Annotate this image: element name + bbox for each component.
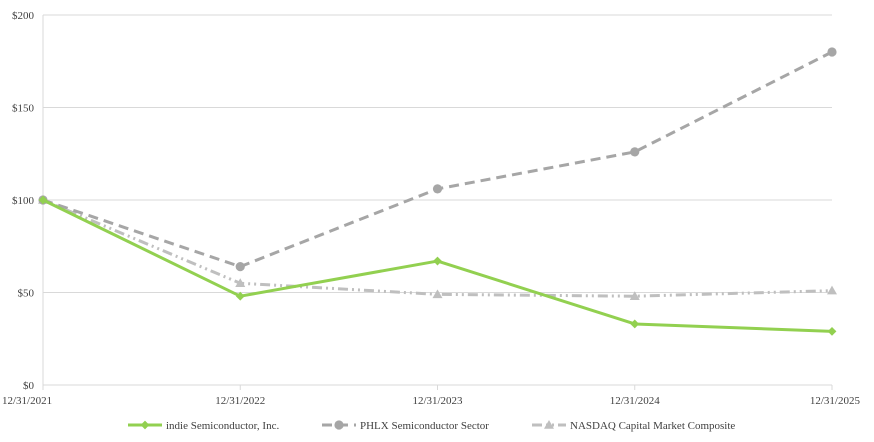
y-axis-tick-labels: $0 $50 $100 $150 $200 — [12, 10, 35, 392]
y-tick-label: $100 — [12, 195, 35, 207]
x-axis-tick-labels: 12/31/2021 12/31/2022 12/31/2023 12/31/2024… — [2, 395, 860, 407]
legend-item: NASDAQ Capital Market Composite — [532, 420, 735, 432]
data-point — [630, 319, 640, 329]
legend-label: indie Semiconductor, Inc. — [166, 420, 279, 432]
data-point — [235, 291, 245, 301]
data-point — [432, 289, 443, 299]
gridlines — [42, 14, 833, 390]
series-line — [42, 198, 833, 333]
data-point — [235, 262, 245, 272]
y-tick-label: $200 — [12, 10, 35, 22]
y-tick-label: $150 — [12, 103, 35, 115]
x-tick-label: 12/31/2021 — [2, 395, 52, 407]
data-point — [38, 195, 48, 205]
series-2 — [38, 195, 837, 300]
x-tick-label: 12/31/2025 — [810, 395, 861, 407]
data-point — [630, 147, 640, 157]
series-line — [42, 50, 833, 269]
legend-label: PHLX Semiconductor Sector — [360, 420, 489, 432]
data-point — [433, 256, 442, 266]
legend-item: indie Semiconductor, Inc. — [128, 420, 279, 432]
data-point — [629, 291, 640, 300]
series-0 — [38, 195, 837, 336]
x-tick-label: 12/31/2024 — [610, 395, 661, 407]
data-point — [827, 326, 837, 336]
x-tick-label: 12/31/2022 — [215, 395, 265, 407]
y-tick-label: $0 — [23, 380, 35, 392]
data-point — [235, 278, 246, 287]
series-1 — [38, 47, 837, 272]
x-tick-label: 12/31/2023 — [412, 395, 463, 407]
legend-label: NASDAQ Capital Market Composite — [570, 420, 735, 432]
series-line — [42, 198, 833, 298]
data-point — [827, 285, 837, 295]
series-group — [38, 47, 837, 336]
data-point — [827, 47, 837, 57]
legend-marker — [544, 420, 554, 429]
data-point — [432, 184, 443, 194]
y-tick-label: $50 — [18, 288, 35, 300]
legend-marker — [140, 420, 150, 430]
legend-item: PHLX Semiconductor Sector — [322, 420, 489, 432]
legend: indie Semiconductor, Inc. PHLX Semiconduc… — [128, 420, 735, 432]
legend-marker — [334, 420, 344, 430]
